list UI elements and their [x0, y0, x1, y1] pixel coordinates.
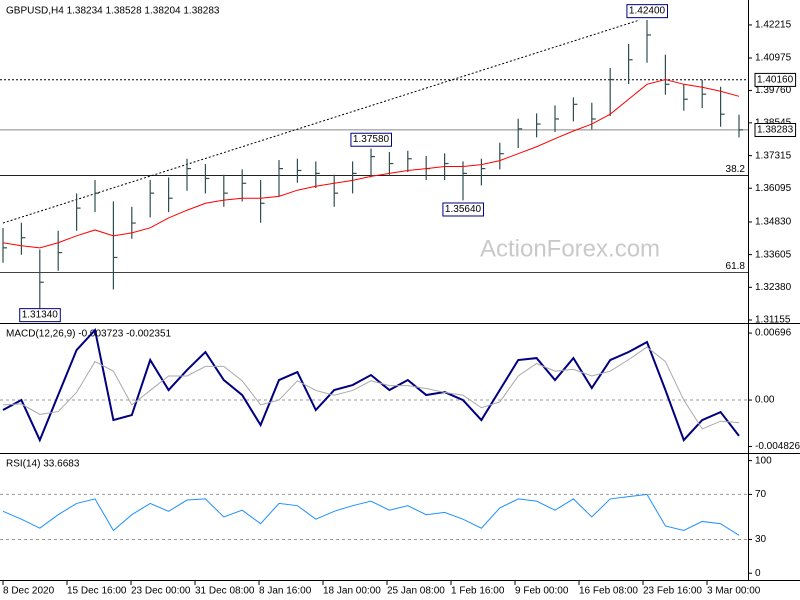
y-tick-label: 1.42215 [755, 20, 792, 31]
price-annotation: 1.31340 [22, 310, 59, 321]
y-tick-label: 1.34830 [755, 217, 792, 228]
x-tick-label: 18 Jan 00:00 [323, 586, 381, 597]
x-tick-label: 23 Feb 16:00 [643, 586, 702, 597]
y-tick-label: 0.00 [755, 395, 775, 406]
price-level-box [754, 72, 797, 87]
y-tick-label: 1.37315 [755, 150, 792, 161]
price-level-box [754, 122, 797, 137]
annotation-box [19, 308, 61, 323]
fib-label: 38.2 [726, 164, 746, 175]
y-tick-label: 0.00696 [755, 328, 792, 339]
x-tick-label: 25 Jan 08:00 [387, 586, 445, 597]
rsi-title: RSI(14) 33.6683 [6, 459, 80, 470]
y-tick-label: 1.36095 [755, 183, 792, 194]
y-tick-label: 100 [755, 455, 772, 466]
watermark: ActionForex.com [480, 235, 660, 262]
indicator-line [2, 346, 740, 430]
x-tick-label: 23 Dec 00:00 [131, 586, 191, 597]
x-tick-label: 8 Jan 16:00 [259, 586, 312, 597]
annotation-box [442, 202, 485, 217]
y-tick-label: 0 [755, 568, 761, 579]
indicator-line [2, 327, 740, 443]
x-tick-label: 31 Dec 08:00 [195, 586, 255, 597]
x-tick-label: 3 Mar 00:00 [707, 586, 761, 597]
x-tick-label: 9 Feb 00:00 [515, 586, 569, 597]
price-title: GBPUSD,H4 1.38234 1.38528 1.38204 1.3828… [6, 6, 220, 17]
fib-label: 61.8 [726, 261, 746, 272]
y-tick-label: 1.32380 [755, 282, 792, 293]
y-tick-label: 1.40975 [755, 53, 792, 64]
indicator-line [2, 493, 740, 536]
trendline [2, 19, 640, 224]
y-tick-label: 30 [755, 534, 767, 545]
x-tick-label: 15 Dec 16:00 [67, 586, 127, 597]
annotation-box [350, 132, 393, 147]
x-tick-label: 1 Feb 16:00 [451, 586, 505, 597]
annotation-box [626, 4, 669, 19]
price-annotation: 1.42400 [629, 6, 666, 17]
y-tick-label: 1.39760 [755, 85, 792, 96]
price-level-label: 1.40160 [757, 74, 794, 85]
price-level-label: 1.38283 [757, 124, 794, 135]
y-tick-label: 70 [755, 489, 767, 500]
x-tick-label: 16 Feb 08:00 [579, 586, 638, 597]
price-annotation: 1.37580 [353, 134, 390, 145]
y-tick-label: 1.31155 [755, 315, 791, 326]
y-tick-label: -0.004826 [755, 441, 800, 452]
moving-average [2, 78, 740, 249]
y-tick-label: 1.33605 [755, 249, 792, 260]
price-annotation: 1.35640 [445, 204, 482, 215]
macd-title: MACD(12,26,9) -0.003723 -0.002351 [6, 329, 172, 340]
x-tick-label: 8 Dec 2020 [3, 586, 55, 597]
